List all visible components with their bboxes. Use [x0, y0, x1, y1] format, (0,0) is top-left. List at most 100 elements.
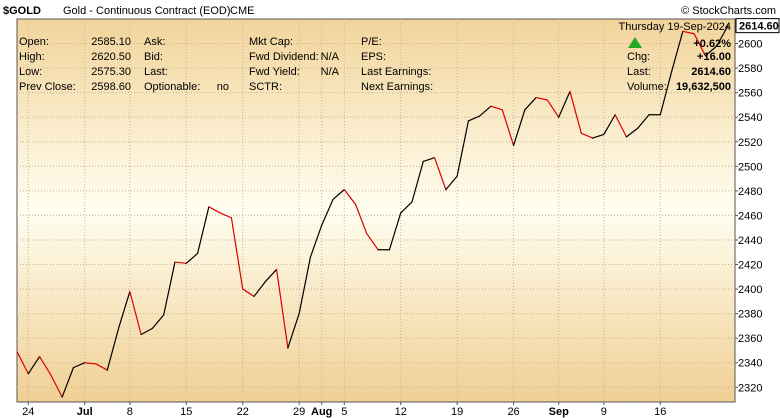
- pe-label: P/E:: [361, 36, 382, 48]
- price-segment: [298, 256, 312, 315]
- price-segment: [580, 132, 594, 139]
- price-segment: [637, 114, 650, 129]
- x-tick-label: 9: [601, 406, 607, 418]
- price-segment: [185, 252, 199, 264]
- price-segment: [422, 157, 436, 162]
- price-segment: [174, 261, 187, 264]
- price-segment: [61, 367, 75, 398]
- price-segment: [693, 33, 707, 57]
- last-price-label: Last:: [627, 66, 651, 78]
- plot-area: [16, 18, 736, 403]
- x-tick-label: 5: [341, 406, 347, 418]
- last-value-label: 2614.60: [739, 21, 779, 33]
- fwd-yield-label: Fwd Yield:: [249, 66, 300, 78]
- price-segment: [546, 99, 560, 118]
- price-segment: [17, 351, 29, 375]
- price-segment: [354, 203, 368, 235]
- mkt-cap-label: Mkt Cap:: [249, 36, 293, 48]
- low-label: Low:: [19, 66, 42, 78]
- price-segment: [95, 363, 108, 371]
- price-segment: [682, 30, 695, 35]
- x-tick-label: 15: [180, 406, 192, 418]
- quote-date: Thursday 19-Sep-2024: [618, 21, 731, 33]
- chg-label: Chg:: [627, 51, 650, 63]
- y-tick-label: 2500: [738, 161, 762, 173]
- price-segment: [72, 362, 86, 369]
- bid-label: Bid:: [144, 51, 163, 63]
- price-segment: [343, 189, 357, 205]
- y-axis: 2320 2340 2360 2380 2400 2420 2440 2460 2480 2500…: [735, 39, 762, 394]
- price-segment: [614, 114, 628, 138]
- price-segment: [512, 109, 526, 147]
- symbol-label: $GOLD: [3, 5, 41, 17]
- price-segment: [309, 224, 323, 258]
- price-segment: [117, 290, 131, 329]
- price-segment: [603, 114, 616, 135]
- volume-value: 19,632,500: [676, 81, 731, 93]
- y-tick-label: 2540: [738, 112, 762, 124]
- optionable-value: no: [217, 81, 229, 93]
- price-segment: [163, 261, 176, 316]
- price-segment: [456, 120, 470, 177]
- price-segment: [38, 355, 52, 376]
- x-tick-label: 12: [395, 406, 407, 418]
- price-segment: [230, 217, 244, 290]
- instrument-name: Gold - Continuous Contract (EOD): [63, 5, 231, 17]
- price-segment: [321, 198, 334, 226]
- price-segment: [253, 281, 266, 298]
- watermark: © StockCharts.com: [681, 5, 776, 17]
- price-segment: [704, 45, 718, 57]
- price-segment: [84, 362, 97, 365]
- price-segment: [524, 96, 537, 111]
- volume-label: Volume:: [627, 81, 667, 93]
- price-segment: [569, 90, 582, 134]
- price-segment: [411, 160, 424, 203]
- open-value: 2585.10: [91, 36, 131, 48]
- last-label: Last:: [144, 66, 168, 78]
- price-segment: [625, 127, 639, 138]
- sctr-label: SCTR:: [249, 81, 282, 93]
- price-segment: [196, 206, 210, 255]
- price-segment: [129, 290, 142, 336]
- y-tick-label: 2360: [738, 333, 762, 345]
- x-tick-label: 24: [22, 406, 34, 418]
- fwd-dividend-label: Fwd Dividend:: [249, 51, 319, 63]
- price-segment: [208, 206, 221, 214]
- price-segment: [287, 313, 300, 349]
- price-segment: [535, 96, 549, 101]
- price-segment: [332, 189, 345, 201]
- price-segment: [27, 355, 41, 375]
- price-segment: [479, 105, 492, 117]
- y-tick-label: 2420: [738, 260, 762, 272]
- price-segment: [467, 115, 481, 122]
- price-segment: [433, 157, 447, 191]
- exchange-label: CME: [230, 5, 254, 17]
- prev-close-label: Prev Close:: [19, 81, 76, 93]
- price-segment: [659, 71, 673, 116]
- y-tick-label: 2460: [738, 210, 762, 222]
- grid: [17, 19, 735, 402]
- x-tick-label: 19: [451, 406, 463, 418]
- y-tick-label: 2560: [738, 88, 762, 100]
- y-tick-label: 2440: [738, 235, 762, 247]
- price-segment: [445, 175, 458, 191]
- price-segment: [501, 109, 515, 147]
- price-segment: [670, 30, 684, 73]
- price-segment: [242, 288, 255, 298]
- fwd-yield-value: N/A: [321, 66, 340, 78]
- change-percent: +0.62%: [693, 38, 731, 50]
- ask-label: Ask:: [144, 36, 165, 48]
- price-segment: [50, 374, 63, 398]
- price-segment: [388, 212, 402, 251]
- high-value: 2620.50: [91, 51, 131, 63]
- y-tick-label: 2340: [738, 358, 762, 370]
- y-tick-label: 2600: [738, 39, 762, 51]
- high-label: High:: [19, 51, 45, 63]
- x-tick-label: 22: [237, 406, 249, 418]
- y-tick-label: 2380: [738, 309, 762, 321]
- price-line: [17, 25, 729, 398]
- price-segment: [151, 314, 165, 329]
- price-segment: [716, 25, 729, 47]
